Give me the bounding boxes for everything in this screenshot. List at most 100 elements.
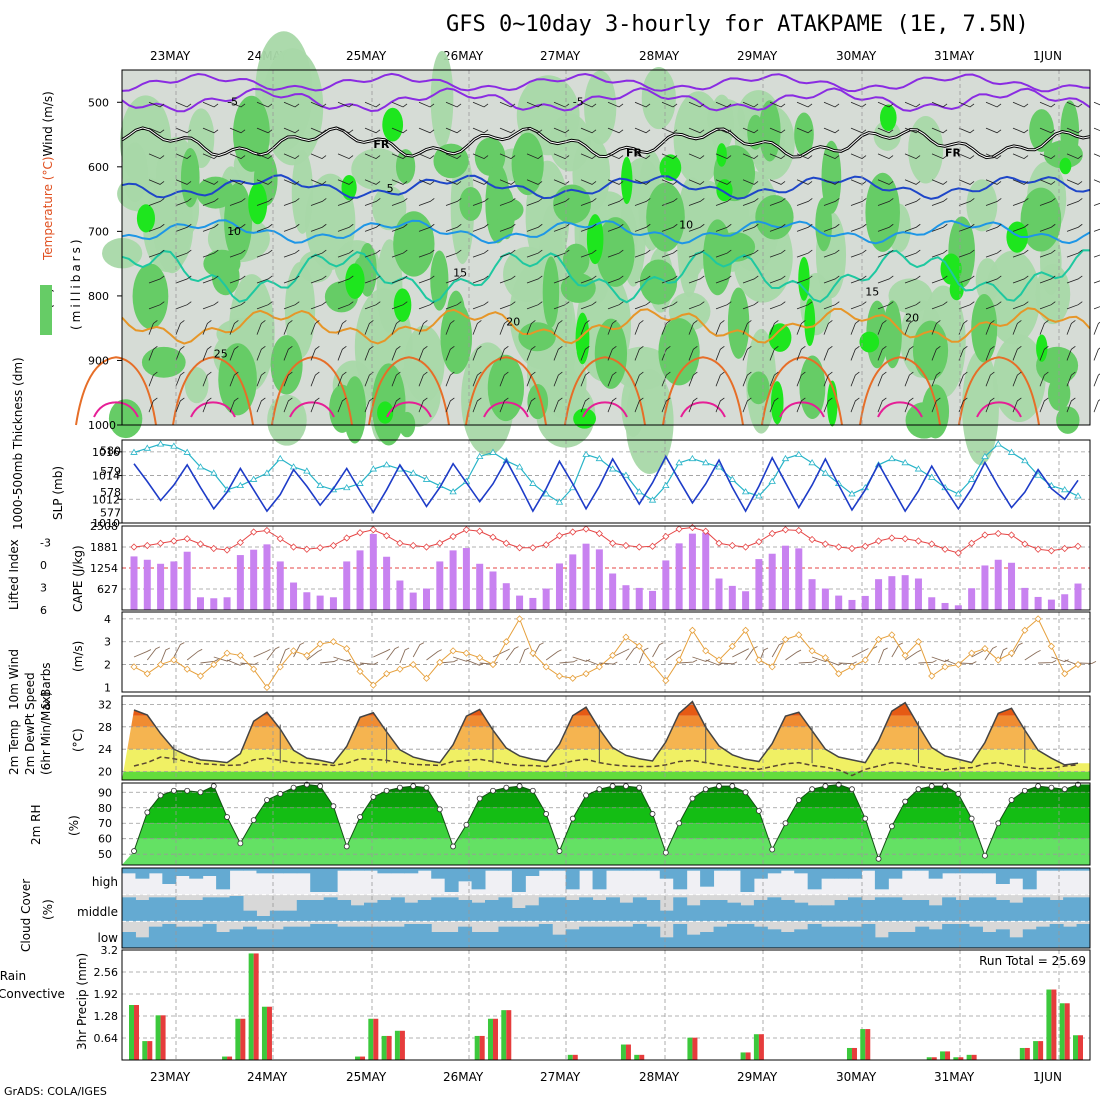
- wind-barb: [310, 127, 327, 134]
- temperature-ylabel-line: 2m DewPt: [23, 713, 37, 775]
- lifted-index-point: [502, 539, 510, 547]
- cloud-bar: [915, 926, 930, 948]
- wind-barb: [1039, 301, 1056, 310]
- cloud-bar: [243, 868, 257, 871]
- rh-point: [343, 843, 350, 850]
- wind-barb: [688, 345, 698, 361]
- lifted-index-point: [396, 539, 404, 547]
- cape-bar: [821, 588, 829, 610]
- lifted-index-point: [409, 541, 417, 550]
- lifted-index-point: [356, 529, 364, 537]
- upper-frame: [121, 69, 1091, 426]
- wind-barb: [1039, 397, 1049, 413]
- cloud-bar: [780, 932, 795, 948]
- wind-barb: [553, 198, 570, 206]
- wind-speed-point: [516, 615, 524, 623]
- wind-barb: [661, 179, 678, 185]
- precip-convective-bar: [1038, 1041, 1044, 1060]
- lifted-index-point: [449, 532, 457, 541]
- thickness-point: [914, 465, 923, 472]
- wind-barb: [985, 275, 1002, 284]
- wind-barb: [634, 249, 651, 258]
- wind-barb-10m: [918, 659, 937, 664]
- wind-barb: [715, 198, 732, 206]
- rh-contour-fill: [511, 132, 544, 196]
- cloud-bar: [982, 897, 997, 922]
- precip-convective-bar: [506, 1010, 512, 1060]
- rh-contour-fill: [971, 294, 998, 363]
- lifted-index-point: [914, 537, 923, 545]
- cloud-bar: [337, 868, 352, 871]
- rh-point: [649, 811, 656, 817]
- wind-speed-point: [250, 665, 258, 673]
- wind-speed-point: [742, 626, 750, 634]
- wind-barb: [553, 320, 563, 335]
- temperature-units-label: (°C): [71, 728, 85, 752]
- wind-barb: [364, 223, 381, 232]
- lifted-index-point: [489, 533, 497, 541]
- thickness-point: [768, 477, 776, 484]
- wind-barb: [985, 153, 1002, 160]
- precip-total-bar: [1073, 1035, 1078, 1060]
- cape-bar: [622, 585, 630, 610]
- thickness-tick-label: 579: [100, 465, 121, 478]
- wind-barb-10m: [679, 659, 698, 664]
- dewpoint-line: [133, 756, 1079, 777]
- cloud-bar: [122, 897, 136, 922]
- cloud-bar: [498, 926, 513, 948]
- wind-barb-10m: [279, 647, 290, 664]
- thickness-point: [688, 454, 697, 462]
- cape-bar: [649, 590, 657, 610]
- cloud-bar: [229, 929, 244, 948]
- wind-barb: [1093, 153, 1100, 157]
- cloud-bar: [269, 929, 284, 948]
- y-tick-label: 1000: [88, 419, 116, 432]
- thickness-point: [928, 473, 936, 480]
- cloud-bar: [323, 924, 338, 948]
- wind-speed-point: [542, 663, 550, 671]
- thickness-point: [954, 490, 963, 497]
- temperature-contour-30: [190, 401, 236, 418]
- wind-barb: [850, 153, 867, 160]
- wind-barb: [850, 198, 867, 206]
- wind-barb: [877, 249, 894, 258]
- wind-barb: [931, 301, 948, 310]
- wind-barb: [202, 179, 219, 185]
- wind-speed-point: [609, 651, 617, 659]
- cape-bar: [675, 543, 683, 610]
- lifted-index-point: [130, 543, 138, 551]
- precip-convective-bar: [147, 1041, 153, 1060]
- cloud-bar: [390, 926, 405, 948]
- wind-speed-point: [888, 631, 896, 639]
- cloud-bar: [1063, 926, 1078, 948]
- wind-barb: [1093, 101, 1100, 106]
- cloud-bar: [874, 868, 889, 890]
- wind-barb: [850, 127, 867, 134]
- wind-barb: [283, 301, 300, 310]
- wind-barb-10m: [1024, 649, 1041, 661]
- wind-barb: [526, 179, 543, 185]
- cloud-bar: [794, 902, 809, 922]
- wind-barb: [418, 249, 435, 258]
- cape-bar: [1047, 599, 1055, 610]
- thickness-point: [821, 469, 830, 476]
- wind-barb: [175, 371, 185, 387]
- cloud-bar: [511, 926, 526, 948]
- cloud-bar: [431, 868, 446, 879]
- cloud-bar: [538, 868, 553, 871]
- wind-barb: [445, 275, 462, 284]
- wind-barb: [688, 101, 705, 108]
- wind-barb: [526, 371, 536, 387]
- wind-barb: [769, 275, 786, 284]
- wind-barb: [877, 179, 894, 185]
- cloud-bar: [821, 868, 836, 879]
- cloud-level-label: middle: [77, 905, 118, 919]
- wind-barb: [769, 101, 786, 108]
- wind-speed-point: [635, 642, 643, 650]
- chart-title: GFS 0~10day 3-hourly for ATAKPAME (1E, 7…: [446, 12, 1029, 37]
- contour-label: 15: [453, 266, 467, 279]
- date-label-top: 28MAY: [639, 49, 680, 63]
- wind-barb: [283, 320, 293, 335]
- lifted-index-point: [303, 545, 311, 553]
- wind-barb: [283, 371, 293, 387]
